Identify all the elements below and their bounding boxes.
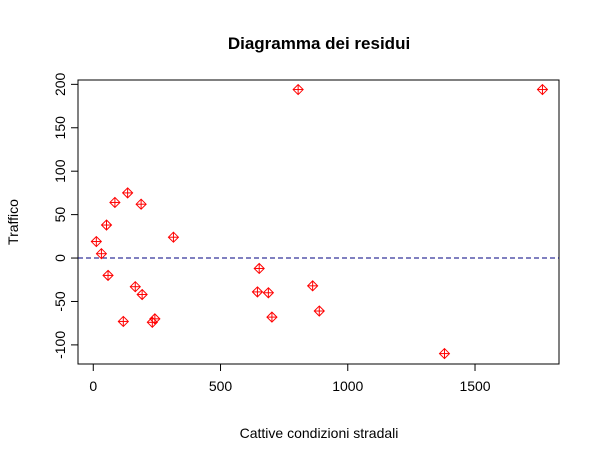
data-point xyxy=(149,313,161,325)
y-tick-label: 200 xyxy=(52,72,68,96)
y-tick-label: 150 xyxy=(52,116,68,140)
data-point xyxy=(167,231,180,243)
x-axis: 0 500 1000 1500 xyxy=(89,363,491,394)
residual-points xyxy=(90,83,549,360)
data-point xyxy=(251,286,264,298)
data-point xyxy=(117,315,130,328)
y-tick-label: -100 xyxy=(52,331,68,359)
data-point xyxy=(100,219,113,231)
data-point xyxy=(121,187,134,199)
data-point xyxy=(536,83,549,96)
x-axis-label: Cattive condizioni stradali xyxy=(240,425,399,441)
data-point xyxy=(109,196,121,209)
data-point xyxy=(95,247,108,260)
plot-area-frame xyxy=(77,79,560,365)
data-point xyxy=(136,288,148,301)
data-point xyxy=(292,83,304,96)
data-point xyxy=(90,235,103,248)
y-tick-label: 0 xyxy=(52,254,68,262)
x-tick-label: 1500 xyxy=(459,378,490,394)
chart-title: Diagramma dei residui xyxy=(228,34,410,53)
data-point xyxy=(129,280,141,293)
x-tick-label: 1000 xyxy=(332,378,363,394)
x-tick-label: 500 xyxy=(209,378,233,394)
data-point xyxy=(135,198,147,210)
data-point xyxy=(253,262,265,275)
x-tick-label: 0 xyxy=(89,378,97,394)
data-point xyxy=(438,347,451,360)
data-point xyxy=(266,311,278,323)
y-tick-label: 100 xyxy=(52,159,68,183)
data-point xyxy=(306,280,319,292)
y-axis: -100 -50 0 50 100 150 200 xyxy=(52,72,79,359)
data-point xyxy=(313,305,325,317)
y-tick-label: 50 xyxy=(52,207,68,223)
y-tick-label: -50 xyxy=(52,291,68,311)
y-axis-label: Traffico xyxy=(5,199,21,245)
data-point xyxy=(102,269,114,282)
data-point xyxy=(262,287,275,299)
